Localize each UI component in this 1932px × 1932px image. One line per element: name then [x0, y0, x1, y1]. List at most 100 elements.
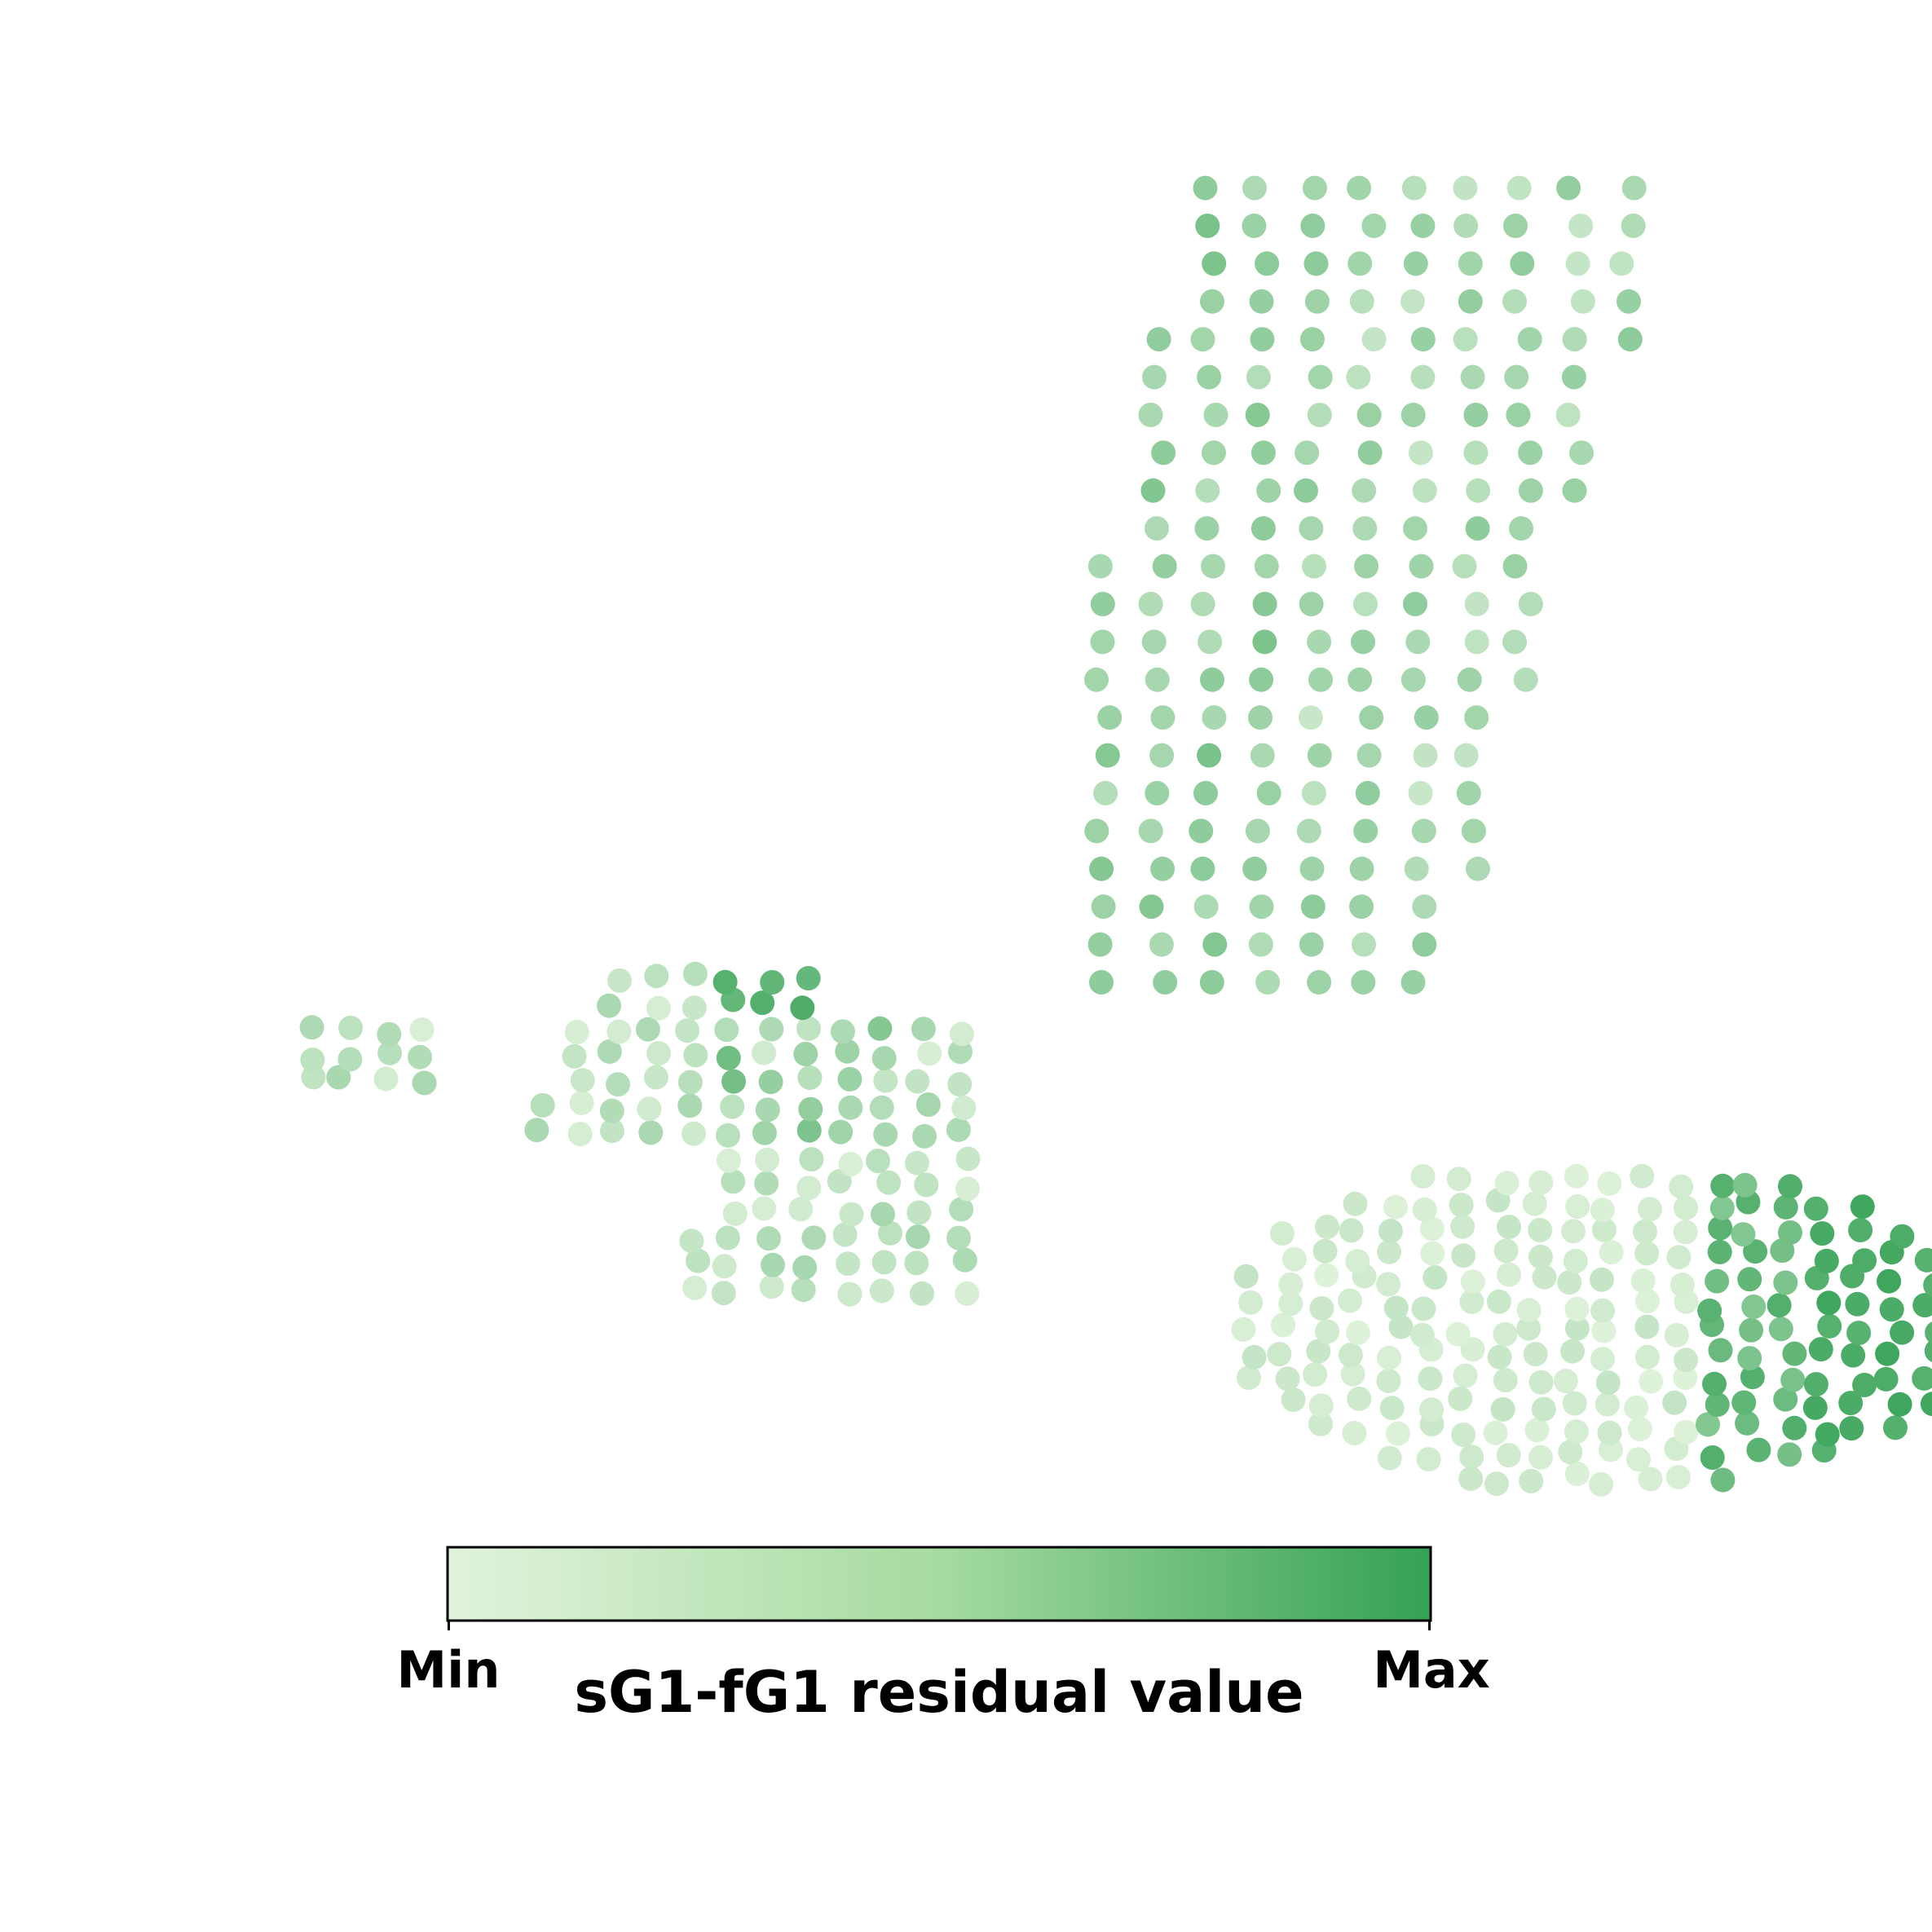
scatter-point — [1518, 592, 1543, 616]
scatter-point — [1270, 1221, 1295, 1246]
scatter-point — [1743, 1239, 1768, 1264]
scatter-point — [1199, 970, 1224, 995]
scatter-point — [1378, 1219, 1403, 1244]
scatter-point — [1201, 554, 1225, 579]
scatter-point — [1839, 1416, 1864, 1441]
scatter-point — [1342, 1421, 1367, 1445]
scatter-point — [947, 1072, 973, 1097]
scatter-point — [1252, 592, 1277, 616]
scatter-point — [756, 1226, 781, 1251]
scatter-point — [1303, 1362, 1328, 1387]
scatter-point — [338, 1015, 364, 1040]
scatter-point — [1925, 1321, 1932, 1344]
scatter-point — [1666, 1245, 1692, 1270]
scatter-point — [1845, 1291, 1870, 1317]
scatter-point — [1510, 251, 1535, 276]
scatter-point — [878, 1220, 902, 1246]
scatter-point — [1254, 554, 1279, 579]
scatter-point — [1597, 1420, 1622, 1445]
scatter-point — [752, 1040, 777, 1065]
scatter-point — [1345, 1249, 1370, 1274]
scatter-point — [1194, 516, 1220, 541]
scatter-point — [905, 1069, 930, 1094]
scatter-point — [1087, 554, 1113, 579]
scatter-point — [1923, 1273, 1932, 1298]
scatter-point — [1496, 1443, 1521, 1468]
scatter-point — [1493, 1368, 1518, 1393]
scatter-point — [1299, 932, 1324, 957]
scatter-point — [1248, 705, 1273, 730]
scatter-point — [905, 1150, 929, 1176]
colorbar-min-label: Min — [396, 1640, 500, 1700]
scatter-point — [1700, 1445, 1725, 1470]
scatter-point — [301, 1065, 326, 1090]
scatter-point — [1591, 1217, 1617, 1242]
scatter-point — [1518, 440, 1543, 465]
scatter-point — [1419, 1397, 1444, 1423]
scatter-point — [1617, 327, 1643, 352]
scatter-point — [1410, 1164, 1436, 1189]
scatter-point — [1203, 403, 1228, 427]
scatter-point — [761, 1252, 785, 1277]
scatter-point — [1568, 214, 1594, 238]
scatter-point — [1817, 1313, 1842, 1339]
scatter-point — [1295, 440, 1320, 465]
scatter-point — [949, 1021, 974, 1047]
scatter-point — [1093, 781, 1118, 805]
scatter-point — [955, 1146, 981, 1171]
scatter-point — [1914, 1247, 1932, 1273]
scatter-point — [796, 1118, 822, 1143]
scatter-point — [635, 1017, 660, 1042]
scatter-point — [1400, 289, 1425, 314]
scatter-point — [1803, 1372, 1828, 1397]
scatter-point — [799, 1147, 824, 1172]
scatter-point — [871, 1046, 897, 1071]
scatter-point — [1621, 214, 1646, 238]
scatter-point — [570, 1068, 595, 1093]
scatter-point — [1312, 1238, 1338, 1264]
scatter-point — [759, 1274, 784, 1299]
scatter-point — [759, 1017, 784, 1042]
scatter-point — [606, 1072, 630, 1097]
scatter-point — [1307, 403, 1332, 427]
scatter-point — [1731, 1390, 1757, 1415]
scatter-point — [1195, 214, 1220, 238]
scatter-point — [839, 1202, 864, 1227]
scatter-point — [1504, 364, 1529, 390]
scatter-point — [1383, 1295, 1409, 1321]
scatter-point — [1564, 1163, 1589, 1189]
scatter-point — [1815, 1422, 1840, 1447]
scatter-point — [337, 1047, 363, 1072]
scatter-point — [408, 1044, 432, 1070]
scatter-point — [1450, 1214, 1475, 1239]
scatter-point — [597, 1039, 622, 1064]
scatter-point — [1617, 289, 1641, 314]
scatter-point — [1459, 1289, 1484, 1314]
scatter-point — [1816, 1290, 1842, 1316]
scatter-point — [409, 1017, 434, 1043]
scatter-point — [1408, 781, 1433, 805]
scatter-point — [911, 1017, 936, 1042]
scatter-point — [796, 966, 821, 990]
scatter-point — [1302, 175, 1327, 201]
scatter-point — [1400, 403, 1426, 427]
scatter-point — [1782, 1415, 1807, 1440]
scatter-point — [1275, 1366, 1300, 1392]
scatter-point — [1767, 1293, 1792, 1318]
scatter-point — [835, 1039, 860, 1064]
scatter-point — [1531, 1396, 1556, 1422]
scatter-point — [1451, 1423, 1476, 1447]
scatter-point — [1089, 856, 1114, 881]
scatter-point — [299, 1015, 324, 1040]
scatter-point — [869, 1095, 894, 1120]
scatter-point — [1557, 1270, 1582, 1295]
scatter-point — [1569, 440, 1594, 465]
scatter-point — [946, 1117, 971, 1142]
scatter-point — [1347, 175, 1372, 201]
scatter-point — [1565, 1194, 1590, 1219]
scatter-point — [1709, 1195, 1735, 1220]
scatter-point — [677, 1070, 703, 1095]
scatter-point — [1304, 289, 1330, 314]
scatter-point — [1460, 1269, 1485, 1295]
scatter-point — [1300, 214, 1325, 238]
